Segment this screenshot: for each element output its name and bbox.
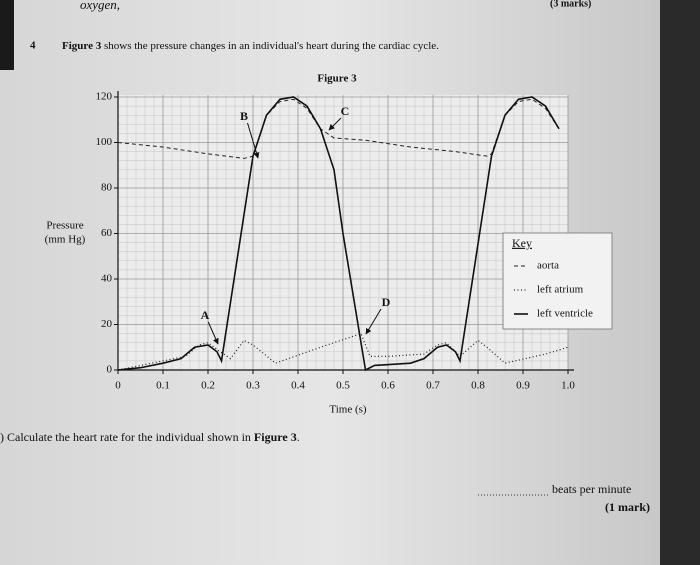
answer-unit: beats per minute xyxy=(552,482,631,496)
annotation-arrow xyxy=(365,308,382,335)
legend-title: Key xyxy=(512,236,532,250)
y-tick-label: 0 xyxy=(107,364,113,376)
y-tick-label: 80 xyxy=(101,182,113,194)
answer-marks: (1 mark) xyxy=(605,500,650,514)
series-line xyxy=(117,98,560,159)
y-axis-label: Pressure xyxy=(46,220,83,232)
legend-label: left atrium xyxy=(537,284,584,296)
x-tick-label: 0.9 xyxy=(516,380,530,392)
question-text: Figure 3 shows the pressure changes in a… xyxy=(62,40,439,52)
text: ) Calculate the heart rate for the indiv… xyxy=(0,430,254,444)
x-tick-label: 0.2 xyxy=(201,380,215,392)
x-tick-label: 0.4 xyxy=(291,380,305,392)
x-tick-label: 0.1 xyxy=(156,380,170,392)
series-line xyxy=(117,96,560,372)
y-tick-label: 60 xyxy=(101,227,113,239)
x-tick-label: 0.3 xyxy=(246,380,260,392)
chart: 0 0.1 0.2 0.3 0.4 0.5 0.6 0.7 0.8 0.9 1.0 0 20 40 60 80… xyxy=(45,91,613,416)
y-tick-label: 40 xyxy=(101,273,113,285)
y-tick-label: 120 xyxy=(96,91,113,103)
y-tick-label: 100 xyxy=(96,136,113,148)
legend-label: left ventricle xyxy=(537,308,593,320)
annotation: C xyxy=(341,104,350,118)
annotation: D xyxy=(382,295,391,309)
bold-text: Figure 3 xyxy=(254,430,297,444)
x-tick-label: 1.0 xyxy=(561,380,575,392)
x-tick-label: 0.7 xyxy=(426,380,440,392)
annotation: B xyxy=(240,109,248,123)
x-tick-label: 0 xyxy=(115,380,121,392)
edge-shadow xyxy=(660,0,700,565)
annotation-arrow xyxy=(207,321,219,345)
annotation: A xyxy=(201,308,210,322)
annotation-arrow xyxy=(328,117,342,131)
bold-text: Figure 3 xyxy=(62,40,102,52)
x-tick-label: 0.8 xyxy=(471,380,485,392)
y-axis-label: (mm Hg) xyxy=(45,234,86,246)
subquestion-text: ) Calculate the heart rate for the indiv… xyxy=(0,430,300,444)
legend-box xyxy=(502,232,613,330)
annotation-arrow xyxy=(247,122,260,159)
text: shows the pressure changes in an individ… xyxy=(101,40,439,52)
x-tick-label: 0.6 xyxy=(381,380,395,392)
x-axis-label: Time (s) xyxy=(329,404,367,416)
question-number: 4 xyxy=(30,40,36,52)
legend-label: aorta xyxy=(537,260,559,272)
marks: (3 marks) xyxy=(550,0,591,9)
y-tick-label: 20 xyxy=(101,318,113,330)
text: . xyxy=(297,430,300,444)
corner-shadow xyxy=(0,0,14,70)
figure-title: Figure 3 xyxy=(317,73,357,85)
handwriting: oxygen, xyxy=(80,0,120,12)
x-tick-label: 0.5 xyxy=(336,380,350,392)
